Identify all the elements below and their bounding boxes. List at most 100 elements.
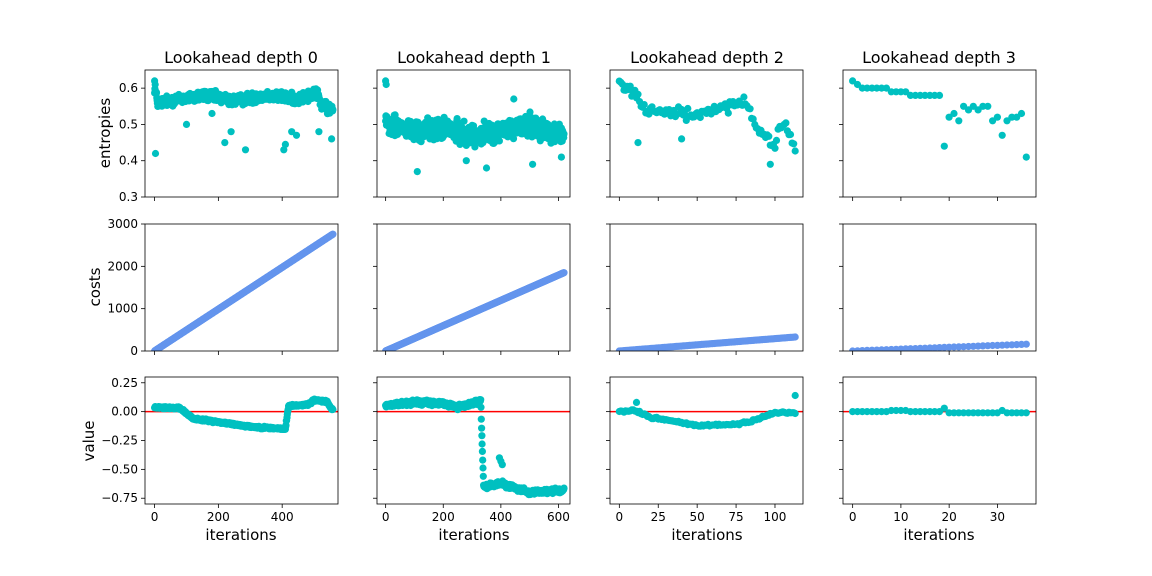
y-tick-label: 0.4 — [119, 154, 138, 168]
data-point — [495, 137, 503, 145]
data-point — [227, 128, 235, 136]
data-point — [329, 230, 337, 238]
subplot-entropies-depth-1 — [373, 69, 571, 201]
data-point — [765, 132, 773, 140]
data-point — [460, 117, 468, 125]
subplot-value-depth-1: 0 200 400 600 — [373, 376, 571, 524]
scatter-series-entropies — [615, 77, 799, 168]
data-point — [1017, 109, 1026, 118]
data-point — [634, 139, 642, 147]
subplot-costs-depth-2 — [606, 223, 804, 355]
data-point — [477, 415, 485, 423]
data-point — [766, 160, 774, 168]
data-point — [208, 109, 216, 118]
data-point — [478, 447, 486, 455]
data-point — [945, 113, 953, 121]
data-point — [478, 424, 486, 432]
scatter-series-value — [382, 396, 568, 499]
data-point — [560, 130, 568, 138]
data-point — [482, 164, 491, 172]
panel-titles: Lookahead depth 0 Lookahead depth 1 Look… — [164, 48, 1016, 67]
axes-frame — [609, 376, 804, 505]
data-point — [998, 131, 1006, 139]
data-point — [241, 146, 250, 154]
axes-frame — [842, 376, 1037, 505]
y-tick-label: −0.25 — [101, 434, 138, 448]
axes-frame — [376, 223, 571, 352]
x-tick-label: 0 — [151, 510, 159, 524]
scatter-series-costs — [151, 230, 337, 351]
scatter-series-entropies — [382, 77, 568, 176]
data-point — [510, 95, 518, 103]
data-point — [940, 142, 948, 150]
axes-frame — [144, 223, 339, 352]
x-labels: iterations iterations iterations iterati… — [205, 526, 974, 544]
x-tick-label: 400 — [489, 510, 512, 524]
x-tick-label: 25 — [651, 510, 666, 524]
data-point — [329, 405, 337, 414]
scatter-series-value — [151, 395, 337, 433]
subplot-costs-depth-3 — [839, 223, 1037, 355]
axes-frame — [842, 69, 1037, 198]
y-tick-label: −0.50 — [101, 462, 138, 476]
row-labels: entropies costs value — [80, 98, 114, 462]
data-point — [882, 84, 891, 92]
data-point — [529, 160, 537, 168]
subplot-costs-depth-1 — [373, 223, 571, 355]
xlabel-depth-0: iterations — [205, 526, 276, 544]
panel-title-depth-3: Lookahead depth 3 — [862, 48, 1016, 67]
data-point — [151, 80, 159, 89]
subplot-entropies-depth-3 — [839, 69, 1037, 201]
data-point — [984, 102, 992, 110]
data-point — [477, 396, 485, 404]
axes-frame — [376, 69, 571, 198]
y-tick-label: 1000 — [107, 302, 138, 316]
data-point — [724, 109, 732, 117]
x-tick-label: 600 — [547, 510, 570, 524]
data-point — [684, 104, 692, 113]
data-point — [955, 117, 963, 125]
x-tick-label: 0 — [382, 510, 390, 524]
data-point — [315, 128, 323, 136]
y-tick-label: 3000 — [107, 217, 138, 231]
data-point — [993, 113, 1002, 121]
data-point — [1022, 153, 1030, 161]
xlabel-depth-3: iterations — [903, 526, 974, 544]
scatter-series-value — [849, 404, 1030, 417]
data-point — [935, 91, 944, 99]
data-point — [479, 464, 487, 472]
scatter-series-value — [615, 391, 799, 430]
data-point — [791, 333, 799, 341]
x-tick-label: 200 — [207, 510, 230, 524]
x-tick-label: 400 — [271, 510, 294, 524]
y-tick-label: 0.6 — [119, 81, 138, 95]
x-tick-label: 10 — [893, 510, 908, 524]
data-point — [478, 432, 486, 440]
data-point — [782, 119, 790, 127]
data-point — [746, 105, 754, 113]
y-tick-label: 2000 — [107, 259, 138, 273]
data-point — [1022, 340, 1030, 348]
data-point — [462, 157, 470, 165]
panel-title-depth-2: Lookahead depth 2 — [630, 48, 784, 67]
data-point — [280, 146, 288, 154]
x-tick-label: 200 — [432, 510, 455, 524]
data-point — [471, 143, 479, 151]
panel-title-depth-1: Lookahead depth 1 — [397, 48, 551, 67]
data-point — [749, 115, 757, 123]
y-tick-label: 0.5 — [119, 117, 138, 131]
data-point — [413, 168, 421, 176]
data-point — [526, 108, 534, 116]
axes-frame — [609, 69, 804, 198]
axes-frame — [842, 223, 1037, 352]
data-point — [634, 90, 642, 98]
y-tick-label: 0.00 — [111, 405, 138, 419]
data-point — [152, 88, 161, 96]
data-point — [940, 404, 948, 412]
data-point — [477, 403, 485, 411]
data-point — [328, 135, 336, 143]
subplot-costs-depth-0: 0 1000 2000 3000 — [107, 217, 339, 358]
axes-frame — [376, 376, 571, 505]
data-point — [329, 105, 337, 114]
subplot-entropies-depth-0: 0.3 0.4 0.5 0.6 — [119, 69, 339, 204]
